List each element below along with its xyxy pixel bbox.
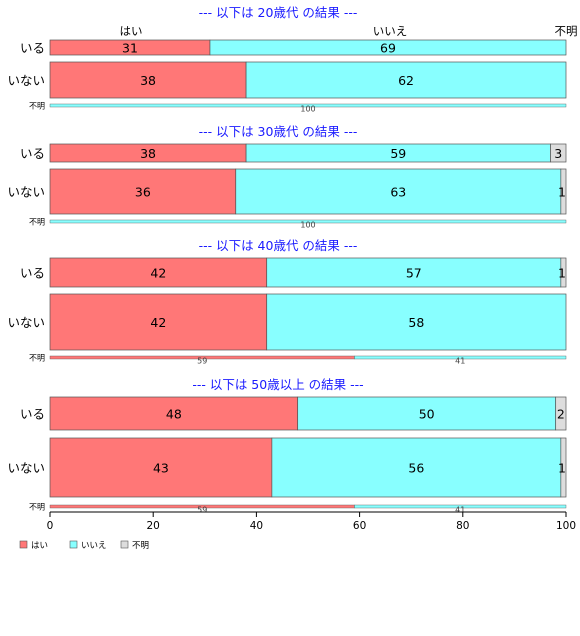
x-tick-label: 80 — [456, 520, 469, 532]
legend-swatch — [120, 540, 129, 549]
row-label: 不明 — [29, 102, 45, 111]
bar-label: 38 — [140, 73, 156, 88]
row-label: いない — [7, 73, 45, 88]
bar-label: 69 — [380, 41, 396, 56]
bar-label: 31 — [122, 41, 138, 56]
bar-segment-不明 — [560, 257, 567, 288]
bar-label: 50 — [419, 407, 435, 422]
bar-label: 56 — [408, 461, 424, 476]
x-tick-label: 0 — [47, 520, 54, 532]
column-headers: はい いいえ 不明 — [120, 24, 578, 38]
bar-segment-いいえ — [266, 293, 567, 351]
bar-label: 3 — [554, 146, 562, 161]
bar-label: 58 — [408, 315, 424, 330]
bar-label: 100 — [300, 221, 315, 230]
row-label: いる — [20, 266, 45, 281]
bar-segment-いいえ — [271, 437, 562, 498]
bar-segment-いいえ — [266, 257, 562, 288]
bar-label: 1 — [558, 461, 566, 476]
bar-label: 42 — [150, 266, 166, 281]
bar-segment-不明 — [550, 143, 567, 163]
bar-segment-はい — [49, 61, 247, 99]
bar-label: 41 — [455, 357, 465, 366]
legend-swatch — [19, 540, 28, 549]
bar-label: 57 — [406, 266, 422, 281]
bar-segment-いいえ — [354, 355, 567, 360]
group-title: --- 以下は 50歳以上 の結果 --- — [192, 377, 363, 392]
group-title: --- 以下は 30歳代 の結果 --- — [199, 124, 358, 139]
group-1: --- 以下は 30歳代 の結果 --- いる 38 59 3 いない 36 63 1 不明 100 — [7, 124, 567, 230]
column-header-1: いいえ — [373, 24, 408, 38]
x-tick-label: 40 — [250, 520, 263, 532]
bar-segment-不明 — [560, 437, 567, 498]
bar-segment-不明 — [560, 168, 567, 215]
x-tick-label: 60 — [353, 520, 366, 532]
bar-label: 63 — [390, 185, 406, 200]
row-label: いない — [7, 315, 45, 330]
bar-label: 62 — [398, 73, 414, 88]
bar-label: 36 — [135, 185, 151, 200]
bar-label: 59 — [390, 146, 406, 161]
group-3: --- 以下は 50歳以上 の結果 --- いる 48 50 2 いない 43 56 1 不明 59… — [7, 377, 567, 515]
group-title: --- 以下は 20歳代 の結果 --- — [199, 5, 358, 20]
legend-label: 不明 — [132, 541, 149, 551]
column-header-0: はい — [120, 24, 143, 38]
row-label: 不明 — [29, 354, 45, 363]
bar-segment-いいえ — [354, 504, 567, 509]
bar-segment-はい — [49, 437, 273, 498]
bar-segment-いいえ — [49, 219, 567, 224]
bar-segment-いいえ — [49, 103, 567, 108]
column-header-2: 不明 — [555, 24, 578, 38]
group-2: --- 以下は 40歳代 の結果 --- いる 42 57 1 いない 42 58 不明 59 41 — [7, 238, 567, 366]
row-label: いる — [20, 146, 45, 161]
bar-label: 59 — [197, 506, 207, 515]
group-title: --- 以下は 40歳代 の結果 --- — [199, 238, 358, 253]
bar-label: 1 — [558, 266, 566, 281]
legend-label: はい — [31, 541, 48, 551]
bar-segment-はい — [49, 396, 299, 431]
legend: はい いいえ 不明 — [19, 540, 149, 551]
x-axis: 0 20 40 60 80 100 — [47, 511, 576, 532]
legend-swatch — [69, 540, 78, 549]
bar-segment-はい — [49, 293, 268, 351]
bar-label: 48 — [166, 407, 182, 422]
group-0: --- 以下は 20歳代 の結果 --- いる 31 69 いない 38 62 不明 100 — [7, 5, 567, 114]
x-tick-label: 100 — [556, 520, 576, 532]
bar-label: 42 — [150, 315, 166, 330]
row-label: 不明 — [29, 503, 45, 512]
bar-label: 41 — [455, 506, 465, 515]
row-label: いない — [7, 461, 45, 476]
legend-label: いいえ — [81, 541, 107, 551]
bar-segment-いいえ — [209, 39, 567, 56]
row-label: 不明 — [29, 218, 45, 227]
row-label: いる — [20, 41, 45, 56]
bar-label: 43 — [153, 461, 169, 476]
bar-segment-不明 — [555, 396, 567, 431]
bar-segment-いいえ — [235, 168, 562, 215]
bar-label: 38 — [140, 146, 156, 161]
bar-segment-いいえ — [245, 61, 567, 99]
bar-label: 100 — [300, 105, 315, 114]
bar-segment-いいえ — [297, 396, 557, 431]
row-label: いる — [20, 407, 45, 422]
bar-label: 2 — [557, 407, 565, 422]
row-label: いない — [7, 185, 45, 200]
x-tick-label: 20 — [147, 520, 160, 532]
bar-label: 1 — [558, 185, 566, 200]
bar-label: 59 — [197, 357, 207, 366]
